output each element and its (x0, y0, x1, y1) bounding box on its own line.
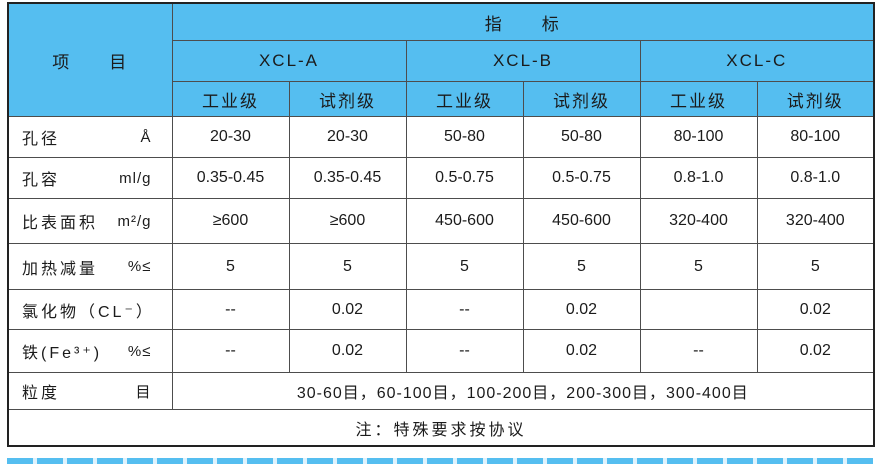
grade-header-reagent-b: 试剂级 (522, 81, 641, 117)
table-row-granularity: 粒度 目 30-60目，60-100目，100-200目，200-300目，30… (7, 372, 875, 410)
cell-value: 0.02 (522, 329, 641, 373)
row-name: 孔径 (22, 131, 61, 148)
col-header-indicator: 指 标 (171, 2, 875, 41)
cell-value: 0.02 (756, 289, 875, 330)
row-name: 粒度 (22, 385, 61, 402)
table-row-heating-loss: 加热减量 %≤ 5 5 5 5 5 5 (7, 243, 875, 290)
cell-value: 80-100 (756, 116, 875, 158)
cell-value: ≥600 (171, 198, 290, 244)
grade-header-reagent-c: 试剂级 (756, 81, 875, 117)
cell-value: 5 (405, 243, 524, 290)
granularity-value: 30-60目，60-100目，100-200目，200-300目，300-400… (171, 372, 875, 410)
table-row-pore-diameter: 孔径 Å 20-30 20-30 50-80 50-80 80-100 80-1… (7, 116, 875, 158)
grade-header-industrial-b: 工业级 (405, 81, 524, 117)
cell-value: 0.35-0.45 (171, 157, 290, 199)
cell-value: -- (171, 289, 290, 330)
header-row-groups: XCL-A XCL-B XCL-C (8, 40, 875, 82)
cell-value: 50-80 (405, 116, 524, 158)
row-name: 加热减量 (22, 260, 99, 278)
group-header-xcl-c: XCL-C (639, 40, 875, 82)
cell-value: 0.02 (756, 329, 875, 373)
row-label-cell: 加热减量 %≤ (7, 243, 173, 290)
row-label-cell: 铁(Fe³⁺) %≤ (7, 329, 173, 373)
cell-value: -- (405, 289, 524, 330)
cell-value: 0.5-0.75 (405, 157, 524, 199)
cell-value: 20-30 (288, 116, 407, 158)
row-label-cell: 比表面积 m²/g (7, 198, 173, 244)
row-label-cell: 孔径 Å (7, 116, 173, 158)
row-name: 比表面积 (22, 215, 99, 232)
table-row-pore-volume: 孔容 ml/g 0.35-0.45 0.35-0.45 0.5-0.75 0.5… (7, 157, 875, 199)
cell-value (639, 289, 758, 330)
col-header-item: 项 目 (7, 2, 173, 117)
row-unit: Å (140, 128, 152, 146)
cell-value: 450-600 (405, 198, 524, 244)
cell-value: -- (171, 329, 290, 373)
cell-value: 5 (171, 243, 290, 290)
row-label-cell: 粒度 目 (7, 372, 173, 410)
grade-header-industrial-a: 工业级 (171, 81, 290, 117)
cell-value: 20-30 (171, 116, 290, 158)
row-name: 孔容 (22, 172, 61, 189)
cell-value: 80-100 (639, 116, 758, 158)
row-label-cell: 孔容 ml/g (7, 157, 173, 199)
cell-value: -- (405, 329, 524, 373)
header-row-indicator: 项 目 指 标 (7, 2, 875, 117)
row-name: 铁(Fe³⁺) (22, 345, 103, 362)
grade-header-industrial-c: 工业级 (639, 81, 758, 117)
cell-value: 0.02 (288, 289, 407, 330)
cell-value: 5 (756, 243, 875, 290)
group-header-xcl-a: XCL-A (171, 40, 407, 82)
note-text: 注：特殊要求按协议 (7, 409, 875, 447)
cell-value: 0.5-0.75 (522, 157, 641, 199)
table-row-iron: 铁(Fe³⁺) %≤ -- 0.02 -- 0.02 -- 0.02 (7, 329, 875, 373)
cell-value: 50-80 (522, 116, 641, 158)
cell-value: 5 (639, 243, 758, 290)
cell-value: 0.02 (522, 289, 641, 330)
cell-value: 0.35-0.45 (288, 157, 407, 199)
row-name: 氯化物（CL⁻） (22, 303, 155, 321)
row-label-cell: 氯化物（CL⁻） (7, 289, 173, 330)
row-unit: 目 (135, 383, 152, 401)
cell-value: 320-400 (639, 198, 758, 244)
cell-value: -- (639, 329, 758, 373)
row-unit: m²/g (117, 212, 152, 230)
group-header-xcl-b: XCL-B (405, 40, 641, 82)
table-row-surface-area: 比表面积 m²/g ≥600 ≥600 450-600 450-600 320-… (7, 198, 875, 244)
next-table-partial-strip (7, 458, 873, 464)
cell-value: 450-600 (522, 198, 641, 244)
row-unit: %≤ (127, 258, 152, 275)
cell-value: 0.02 (288, 329, 407, 373)
cell-value: 5 (288, 243, 407, 290)
cell-value: ≥600 (288, 198, 407, 244)
cell-value: 0.8-1.0 (639, 157, 758, 199)
cell-value: 0.8-1.0 (756, 157, 875, 199)
cell-value: 5 (522, 243, 641, 290)
row-unit: %≤ (127, 342, 152, 360)
header-row-grades: 工业级 试剂级 工业级 试剂级 工业级 试剂级 (8, 81, 875, 117)
cell-value: 320-400 (756, 198, 875, 244)
spec-table: 项 目 指 标 XCL-A XCL-B XCL-C 工业级 试剂级 工业级 试剂… (7, 2, 876, 447)
table-row-note: 注：特殊要求按协议 (7, 409, 875, 447)
table-row-chloride: 氯化物（CL⁻） -- 0.02 -- 0.02 0.02 (7, 289, 875, 330)
row-unit: ml/g (119, 169, 152, 187)
grade-header-reagent-a: 试剂级 (288, 81, 407, 117)
